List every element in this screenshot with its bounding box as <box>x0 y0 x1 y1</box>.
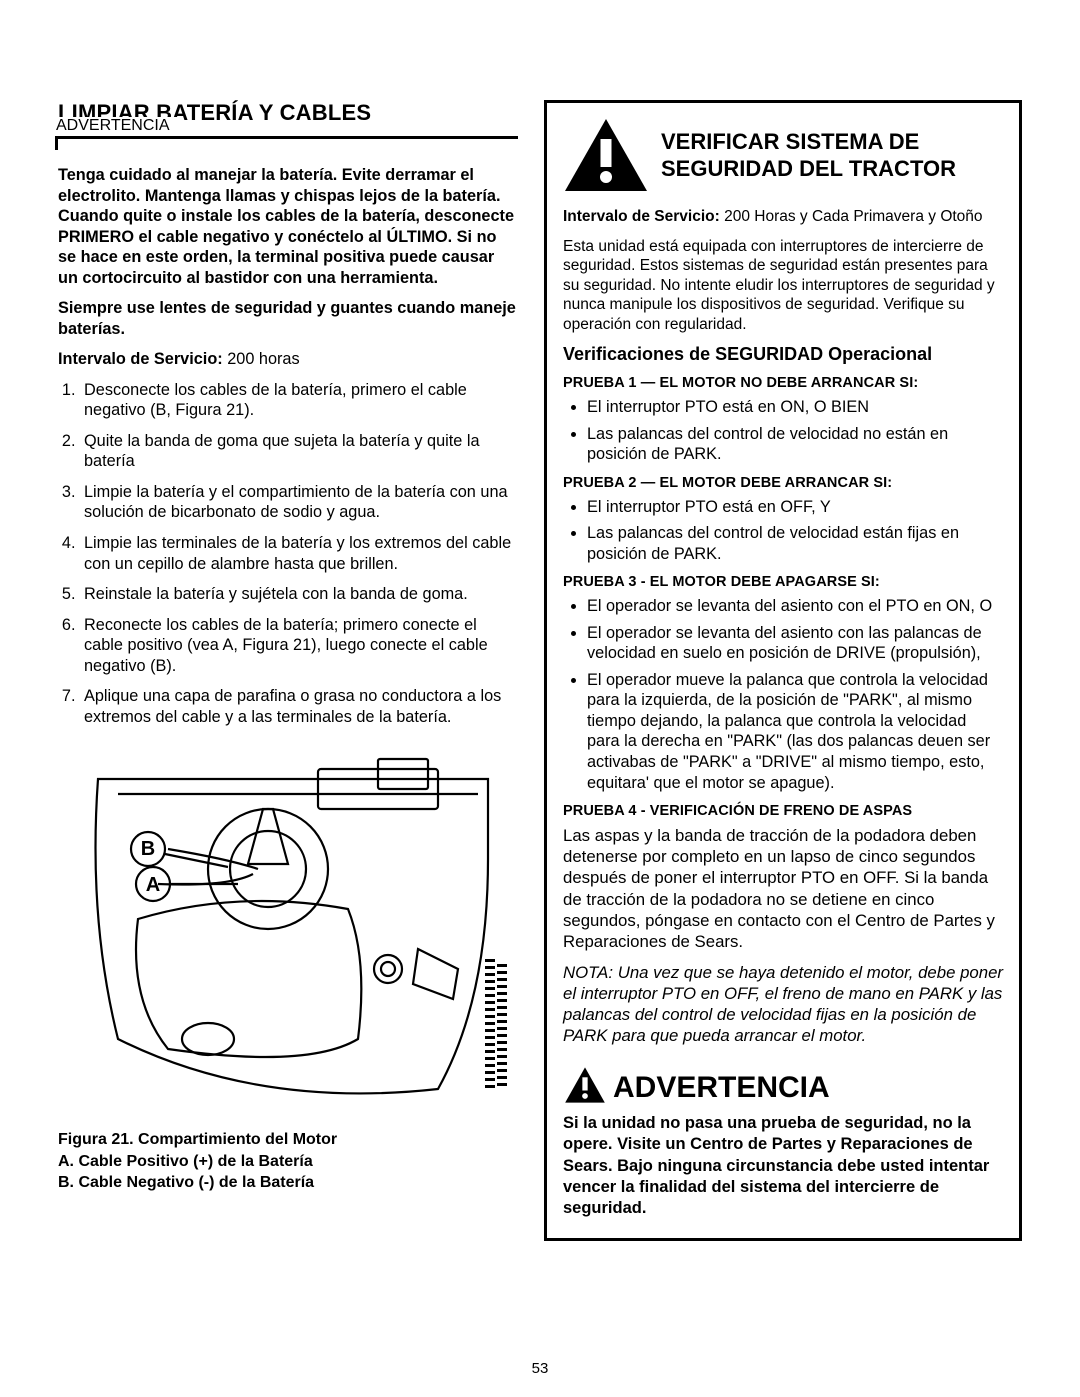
advertencia-rule: ADVERTENCIA <box>58 136 518 139</box>
step-item: Quite la banda de goma que sujeta la bat… <box>80 431 518 472</box>
warning-triangle-icon <box>563 1065 607 1105</box>
interval-value: 200 Horas y Cada Primavera y Otoño <box>720 208 983 225</box>
advertencia-label: ADVERTENCIA <box>56 117 170 135</box>
page-number: 53 <box>0 1360 1080 1377</box>
figure-21: B A <box>58 739 518 1119</box>
nota-paragraph: NOTA: Una vez que se haya detenido el mo… <box>563 962 1003 1047</box>
steps-list: Desconecte los cables de la batería, pri… <box>58 380 518 727</box>
step-item: Reinstale la batería y sujétela con la b… <box>80 584 518 605</box>
step-item: Reconecte los cables de la batería; prim… <box>80 615 518 677</box>
list-item: El interruptor PTO está en OFF, Y <box>587 497 1003 518</box>
warning-triangle-icon <box>563 117 649 193</box>
safety-system-box: VERIFICAR SISTEMA DE SEGURIDAD DEL TRACT… <box>544 100 1022 1241</box>
corner-decoration <box>55 136 69 150</box>
intro-paragraph: Esta unidad está equipada con interrupto… <box>563 237 1003 335</box>
interval-value: 200 horas <box>223 350 300 368</box>
step-item: Desconecte los cables de la batería, pri… <box>80 380 518 421</box>
figure-caption-3: B. Cable Negativo (-) de la Batería <box>58 1172 518 1194</box>
figure-caption-1: Figura 21. Compartimiento del Motor <box>58 1129 518 1151</box>
test1-list: El interruptor PTO está en ON, O BIEN La… <box>563 397 1003 465</box>
advertencia-bottom-header: ADVERTENCIA <box>563 1065 1003 1105</box>
figure-label-b: B <box>141 838 155 860</box>
step-item: Limpie las terminales de la batería y lo… <box>80 533 518 574</box>
test4-heading: PRUEBA 4 - VERIFICACIÓN DE FRENO DE ASPA… <box>563 803 1003 819</box>
right-title: VERIFICAR SISTEMA DE SEGURIDAD DEL TRACT… <box>661 128 1003 183</box>
list-item: Las palancas del control de velocidad no… <box>587 424 1003 465</box>
list-item: El interruptor PTO está en ON, O BIEN <box>587 397 1003 418</box>
list-item: El operador se levanta del asiento con l… <box>587 623 1003 664</box>
verifications-heading: Verificaciones de SEGURIDAD Operacional <box>563 344 1003 365</box>
service-interval-left: Intervalo de Servicio: 200 horas <box>58 349 518 370</box>
step-item: Limpie la batería y el compartimiento de… <box>80 482 518 523</box>
interval-label: Intervalo de Servicio: <box>58 350 223 368</box>
advertencia-bottom-block: ADVERTENCIA Si la unidad no pasa una pru… <box>563 1065 1003 1220</box>
test3-list: El operador se levanta del asiento con e… <box>563 596 1003 793</box>
list-item: El operador se levanta del asiento con e… <box>587 596 1003 617</box>
figure-label-a: A <box>146 874 160 896</box>
figure-caption-2: A. Cable Positivo (+) de la Batería <box>58 1151 518 1173</box>
advertencia-label: ADVERTENCIA <box>613 1071 830 1105</box>
warning-paragraph-1: Tenga cuidado al manejar la batería. Evi… <box>58 165 518 288</box>
list-item: El operador mueve la palanca que control… <box>587 670 1003 793</box>
page-content: LIMPIAR BATERÍA Y CABLES ADVERTENCIA Ten… <box>58 100 1022 1241</box>
service-interval-right: Intervalo de Servicio: 200 Horas y Cada … <box>563 207 1003 227</box>
advertencia-left-block: ADVERTENCIA Tenga cuidado al manejar la … <box>58 136 518 339</box>
right-column: VERIFICAR SISTEMA DE SEGURIDAD DEL TRACT… <box>544 100 1022 1241</box>
list-item: Las palancas del control de velocidad es… <box>587 523 1003 564</box>
warning-paragraph-2: Siempre use lentes de seguridad y guante… <box>58 298 518 339</box>
left-column: LIMPIAR BATERÍA Y CABLES ADVERTENCIA Ten… <box>58 100 518 1241</box>
right-header: VERIFICAR SISTEMA DE SEGURIDAD DEL TRACT… <box>563 117 1003 193</box>
advertencia-header-left: ADVERTENCIA <box>54 117 180 135</box>
test4-paragraph: Las aspas y la banda de tracción de la p… <box>563 825 1003 952</box>
engine-compartment-illustration: B A <box>58 739 518 1119</box>
interval-label: Intervalo de Servicio: <box>563 208 720 225</box>
test1-heading: PRUEBA 1 — EL MOTOR NO DEBE ARRANCAR SI: <box>563 375 1003 391</box>
test2-list: El interruptor PTO está en OFF, Y Las pa… <box>563 497 1003 565</box>
test3-heading: PRUEBA 3 - EL MOTOR DEBE APAGARSE SI: <box>563 574 1003 590</box>
step-item: Aplique una capa de parafina o grasa no … <box>80 686 518 727</box>
test2-heading: PRUEBA 2 — EL MOTOR DEBE ARRANCAR SI: <box>563 475 1003 491</box>
advertencia-bottom-text: Si la unidad no pasa una prueba de segur… <box>563 1113 1003 1220</box>
